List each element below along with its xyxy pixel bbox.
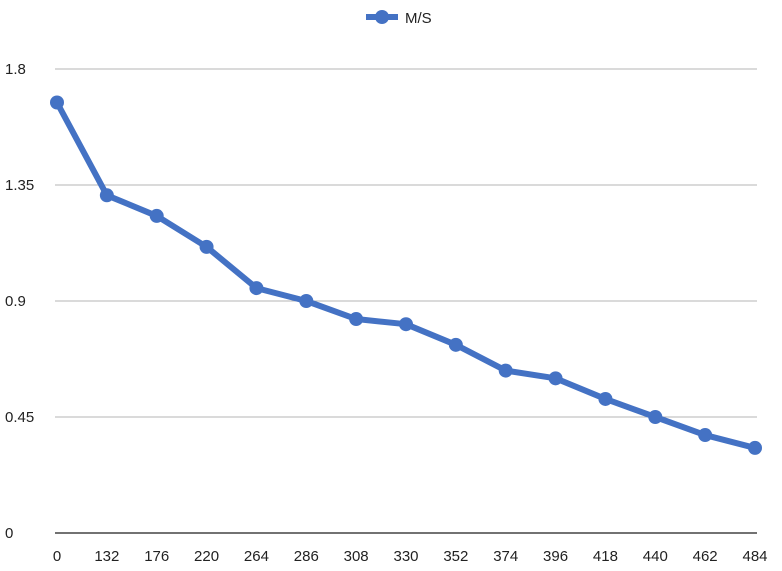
x-tick-label: 220 (194, 548, 219, 565)
y-axis-tick-labels: 0 0.45 0.9 1.35 1.8 (5, 61, 34, 542)
series-line (54, 99, 758, 451)
x-tick-label: 0 (53, 548, 61, 565)
series-layer (50, 95, 762, 455)
x-tick-label: 176 (144, 548, 169, 565)
x-tick-label: 440 (643, 548, 668, 565)
data-point (349, 312, 364, 327)
legend: M/S (366, 10, 432, 27)
data-point (648, 410, 663, 424)
y-tick-label: 0.9 (5, 293, 26, 310)
x-tick-label: 264 (244, 548, 269, 565)
data-point (448, 337, 463, 352)
legend-label: M/S (405, 10, 432, 27)
x-tick-label: 352 (443, 548, 468, 565)
x-tick-label: 286 (294, 548, 319, 565)
x-tick-label: 132 (94, 548, 119, 565)
legend-point-marker (375, 10, 389, 24)
data-point (548, 371, 563, 386)
x-tick-label: 396 (543, 548, 568, 565)
x-tick-label: 418 (593, 548, 618, 565)
y-tick-label: 1.8 (5, 61, 26, 78)
data-point (748, 440, 762, 455)
y-tick-label: 0 (5, 525, 13, 542)
data-point (698, 428, 713, 443)
data-point (199, 239, 214, 254)
data-point (399, 317, 413, 332)
data-point (249, 281, 264, 296)
x-tick-label: 308 (344, 548, 369, 565)
data-point (299, 294, 314, 308)
y-tick-label: 0.45 (5, 409, 34, 426)
x-tick-label: 374 (493, 548, 518, 565)
grid-lines (55, 68, 757, 534)
x-tick-label: 462 (693, 548, 718, 565)
x-tick-label: 484 (742, 548, 767, 565)
x-axis-tick-labels: 0 132 176 220 264 286 308 330 352 374 396 418 440 462… (53, 548, 768, 565)
x-tick-label: 330 (393, 548, 418, 565)
data-point (50, 95, 64, 110)
data-point (598, 391, 613, 406)
data-point (498, 363, 513, 378)
data-point (149, 208, 164, 223)
data-point (99, 188, 114, 203)
y-tick-label: 1.35 (5, 177, 34, 194)
